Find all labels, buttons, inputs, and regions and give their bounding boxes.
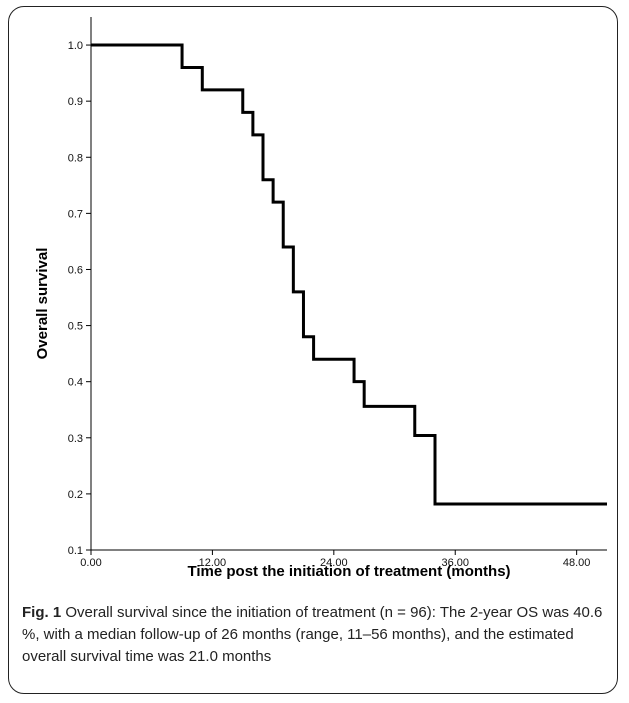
chart-axes: [86, 17, 607, 555]
x-axis-label: Time post the initiation of treatment (m…: [187, 563, 510, 580]
x-tick-label: 48.00: [563, 557, 591, 569]
survival-chart: 0.00 12.00 24.00 36.00 48.00 0.1 0.2 0.3 0.4 0.5 0…: [34, 17, 607, 580]
y-axis-label: Overall survival: [34, 248, 51, 360]
y-tick-label: 0.8: [68, 152, 83, 164]
y-tick-label: 0.7: [68, 208, 83, 220]
x-tick-label: 36.00: [441, 557, 469, 569]
y-tick-label: 0.2: [68, 489, 83, 501]
x-tick-label: 12.00: [199, 557, 227, 569]
y-tick-label: 0.6: [68, 264, 83, 276]
survival-curve: [91, 43, 607, 506]
figure-caption: Fig. 1 Overall survival since the initia…: [22, 602, 612, 668]
figure-caption-label: Fig. 1: [22, 604, 62, 621]
tick-labels: 0.00 12.00 24.00 36.00 48.00 0.1 0.2 0.3 0.4 0.5 0…: [68, 40, 591, 569]
x-tick-label: 0.00: [80, 557, 101, 569]
x-tick-label: 24.00: [320, 557, 348, 569]
y-tick-label: 0.4: [68, 377, 83, 389]
y-tick-label: 0.5: [68, 321, 83, 333]
y-tick-label: 0.3: [68, 433, 83, 445]
y-tick-label: 0.9: [68, 96, 83, 108]
y-tick-label: 1.0: [68, 40, 83, 52]
y-tick-label: 0.1: [68, 545, 83, 557]
figure-caption-text: Overall survival since the initiation of…: [22, 604, 603, 665]
